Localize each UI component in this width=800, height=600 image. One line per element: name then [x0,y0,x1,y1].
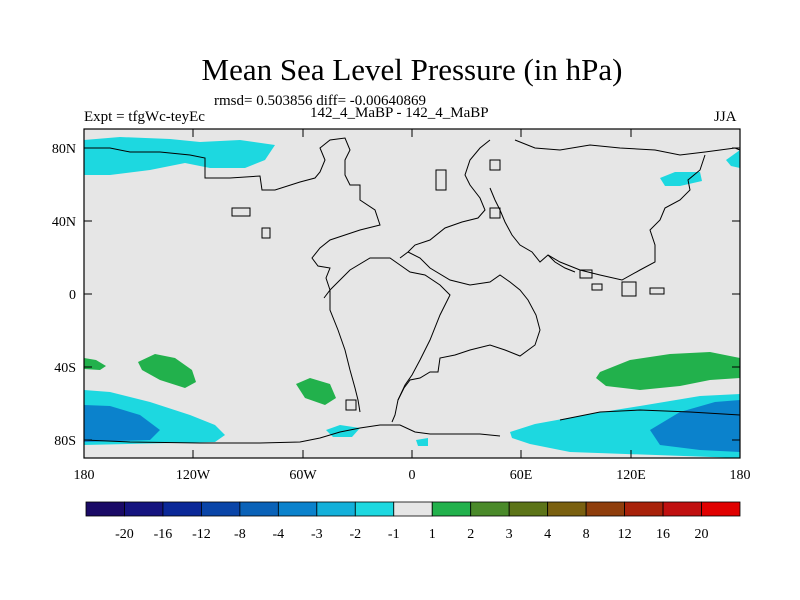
lat-tick-label: 0 [69,288,76,303]
coastline-south-america-west [329,290,361,413]
colorbar-swatch [85,501,125,517]
colorbar-label: 3 [506,527,513,542]
coastline-africa [397,251,541,401]
map-title: Mean Sea Level Pressure (in hPa) [201,52,623,87]
stats-text: rmsd= 0.503856 diff= -0.00640869 [214,93,427,109]
colorbar-label: -1 [388,527,400,542]
colorbar-label: -4 [273,527,285,542]
colorbar-swatch [124,501,164,517]
island-10 [579,269,593,279]
colorbar-label: -20 [115,527,134,542]
colorbar-label: 4 [544,527,551,542]
coastline-india [547,254,576,273]
colorbar-label: 2 [467,527,474,542]
lon-tick-label: 120E [616,468,646,483]
southern-anomaly-small-2 [416,438,428,446]
season-label: JJA [714,109,737,125]
pacific-positive-anomaly [138,354,196,388]
latitude-axis: 80N 40N 0 40S 80S [52,142,740,449]
island-1 [231,207,251,217]
lat-tick-label: 40S [54,361,76,376]
colorbar: -20 -16 -12 -8 -4 -3 -2 -1 1 2 3 4 8 12 16 20 [85,501,741,542]
lon-tick-label: 180 [730,468,751,483]
colorbar-label: -16 [154,527,173,542]
southern-ocean-core-west [84,405,160,442]
colorbar-label: -3 [311,527,323,542]
lon-tick-label: 180 [74,468,95,483]
arctic-anomaly-east [660,172,702,186]
colorbar-swatch [201,501,241,517]
island-2 [261,227,271,239]
experiment-label: Expt = tfgWc-teyEc [84,109,205,125]
lat-tick-label: 80N [52,142,76,157]
comparison-label: 142_4_MaBP - 142_4_MaBP [310,105,489,121]
coastline-antarctica [84,424,501,444]
island-5 [489,159,501,171]
lon-tick-label: 0 [409,468,416,483]
island-7 [649,287,665,295]
colorbar-swatch [470,501,510,517]
south-atlantic-positive-anomaly [296,378,336,405]
lon-tick-label: 60W [289,468,317,483]
colorbar-label: -2 [349,527,361,542]
island-6 [621,281,637,297]
coastline-europe [399,139,491,259]
coastline-antarctica-east [559,409,740,421]
colorbar-swatch [354,501,395,517]
colorbar-swatch [701,501,741,517]
colorbar-swatch [662,501,702,517]
colorbar-label: 16 [656,527,670,542]
colorbar-swatch [239,501,279,517]
colorbar-label: -12 [192,527,211,542]
lon-tick-label: 120W [176,468,211,483]
colorbar-swatch [431,501,472,517]
coastline-asia [514,139,740,156]
colorbar-label: -8 [234,527,246,542]
colorbar-swatch [547,501,587,517]
island-9 [345,399,357,411]
island-3 [435,169,447,191]
lat-tick-label: 80S [54,434,76,449]
coastline-asia-east [489,154,706,281]
coastline-north-america [84,137,381,299]
lon-tick-label: 60E [510,468,533,483]
colorbar-swatch [393,501,433,517]
colorbar-label: 1 [429,527,436,542]
lat-tick-label: 40N [52,215,76,230]
island-8 [591,283,603,291]
colorbar-label: 8 [583,527,590,542]
colorbar-label: 12 [618,527,632,542]
colorbar-label: 20 [695,527,709,542]
colorbar-swatch [277,501,318,517]
arctic-anomaly-west [84,137,275,175]
longitude-axis: 180 120W 60W 0 60E 120E 180 [74,129,751,483]
map-background [84,129,740,458]
colorbar-swatch [162,501,202,517]
coastlines [84,137,740,444]
island-4 [489,207,501,219]
colorbar-swatch [316,501,356,517]
colorbar-swatch [585,501,625,517]
indian-pacific-positive-anomaly [596,352,740,390]
southern-ocean-core-east [650,400,740,452]
arctic-anomaly-far-east [726,150,740,168]
colorbar-swatch [624,501,664,517]
colorbar-swatch [508,501,549,517]
